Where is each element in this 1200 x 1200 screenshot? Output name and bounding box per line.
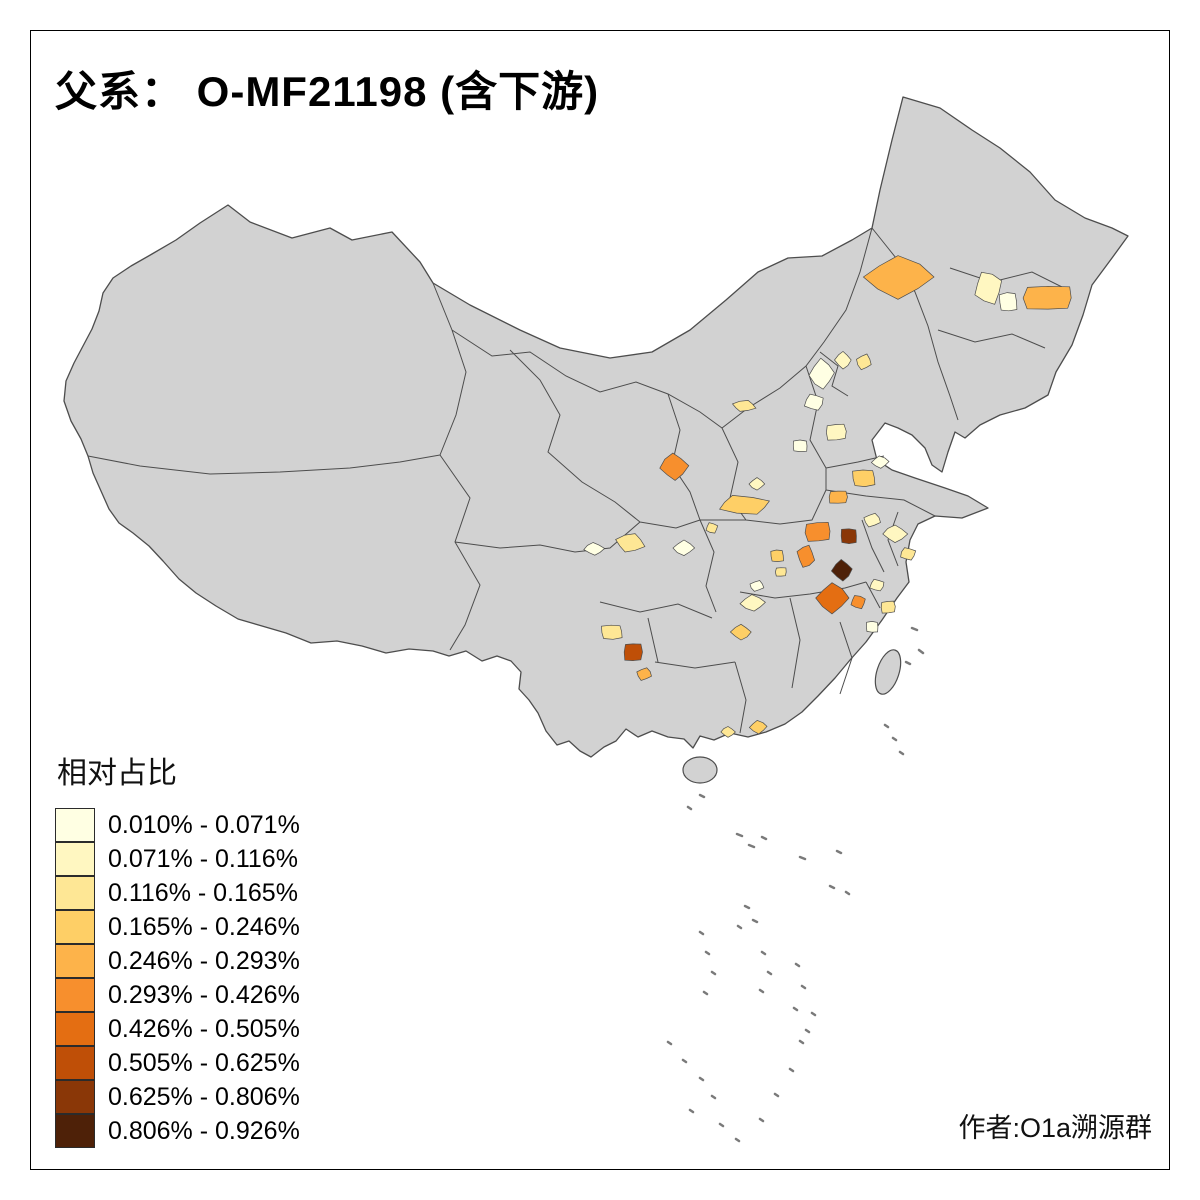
map-region	[748, 719, 768, 735]
colored-regions	[583, 255, 1072, 738]
legend-label: 0.806% - 0.926%	[108, 1116, 300, 1145]
legend-swatch	[55, 978, 95, 1012]
map-region	[880, 600, 896, 614]
map-region	[729, 623, 752, 641]
map-region	[815, 582, 850, 615]
legend-label: 0.426% - 0.505%	[108, 1014, 300, 1043]
legend-label: 0.505% - 0.625%	[108, 1048, 300, 1077]
map-region	[719, 495, 771, 515]
legend-label: 0.116% - 0.165%	[108, 878, 298, 907]
map-region	[623, 643, 643, 661]
map-region	[900, 547, 917, 561]
map-region	[672, 539, 696, 556]
map-region	[882, 524, 909, 544]
map-region	[583, 542, 606, 556]
map-region	[803, 393, 824, 411]
province-borders	[87, 227, 1069, 734]
legend-row: 0.071% - 0.116%	[55, 842, 300, 876]
legend-swatch	[55, 1046, 95, 1080]
legend-swatch	[55, 842, 95, 876]
hainan-island	[682, 756, 718, 784]
legend-row: 0.116% - 0.165%	[55, 876, 300, 910]
legend: 相对占比 0.010% - 0.071% 0.071% - 0.116% 0.116…	[55, 748, 300, 1148]
map-region	[862, 255, 935, 300]
map-region	[869, 578, 885, 592]
map-region	[720, 726, 736, 738]
legend-row: 0.165% - 0.246%	[55, 910, 300, 944]
map-region	[659, 452, 690, 481]
legend-row: 0.806% - 0.926%	[55, 1114, 300, 1148]
map-region	[840, 528, 857, 545]
map-region	[615, 533, 646, 553]
legend-row: 0.625% - 0.806%	[55, 1080, 300, 1114]
map-region	[1022, 285, 1072, 310]
map-region	[834, 350, 852, 370]
map-region	[852, 469, 876, 487]
map-region	[830, 559, 853, 582]
legend-swatch	[55, 1080, 95, 1114]
map-region	[775, 567, 787, 577]
map-region	[850, 595, 866, 610]
legend-swatch	[55, 1114, 95, 1148]
legend-rows: 0.010% - 0.071% 0.071% - 0.116% 0.116% - 0…	[55, 808, 300, 1148]
taiwan-island	[874, 649, 902, 695]
legend-swatch	[55, 876, 95, 910]
china-mainland-shape	[63, 96, 1129, 758]
map-region	[999, 292, 1018, 312]
legend-label: 0.010% - 0.071%	[108, 810, 300, 839]
map-region	[601, 624, 623, 640]
map-region	[808, 357, 835, 390]
map-region	[856, 353, 872, 371]
legend-row: 0.010% - 0.071%	[55, 808, 300, 842]
map-region	[826, 423, 847, 441]
legend-swatch	[55, 1012, 95, 1046]
map-region	[770, 549, 784, 562]
map-region	[748, 477, 766, 491]
map-region	[705, 522, 719, 534]
map-region	[974, 271, 1002, 305]
attribution-text: 作者:O1a溯源群	[958, 1113, 1152, 1143]
legend-label: 0.625% - 0.806%	[108, 1082, 300, 1111]
map-region	[804, 521, 831, 542]
legend-label: 0.293% - 0.426%	[108, 980, 300, 1009]
map-region	[863, 512, 881, 528]
legend-label: 0.165% - 0.246%	[108, 912, 300, 941]
sea-islands	[666, 626, 925, 1143]
legend-label: 0.071% - 0.116%	[108, 844, 298, 873]
legend-title: 相对占比	[57, 757, 177, 790]
map-region	[870, 455, 890, 469]
legend-swatch	[55, 944, 95, 978]
map-region	[731, 400, 757, 412]
map-region	[739, 594, 766, 612]
map-region	[792, 439, 808, 452]
page-title: 父系： O-MF21198 (含下游)	[55, 68, 600, 115]
legend-row: 0.293% - 0.426%	[55, 978, 300, 1012]
map-region	[636, 667, 652, 681]
legend-label: 0.246% - 0.293%	[108, 946, 300, 975]
legend-swatch	[55, 910, 95, 944]
map-region	[828, 490, 848, 504]
legend-swatch	[55, 808, 95, 842]
legend-row: 0.246% - 0.293%	[55, 944, 300, 978]
map-region	[796, 544, 816, 568]
legend-row: 0.505% - 0.625%	[55, 1046, 300, 1080]
map-region	[749, 580, 765, 592]
legend-row: 0.426% - 0.505%	[55, 1012, 300, 1046]
map-region	[866, 621, 879, 633]
